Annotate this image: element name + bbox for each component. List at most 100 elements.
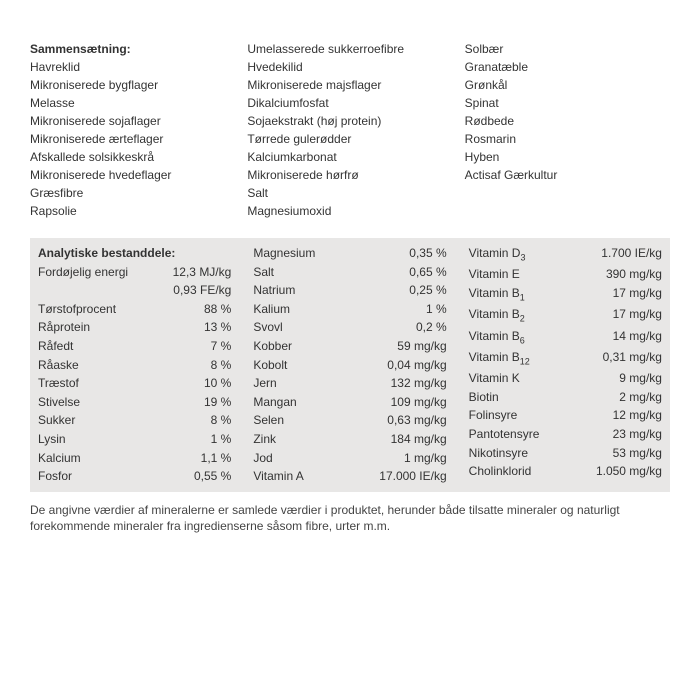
composition-col1: Sammensætning: HavreklidMikroniserede by… [30,40,235,220]
analytic-row: Vitamin B614 mg/kg [469,327,662,348]
analytic-label: Salt [253,263,274,282]
analytic-label: Lysin [38,430,66,449]
analytic-label: Fordøjelig energi [38,263,128,282]
analytic-value: 0,2 % [416,318,447,337]
analytic-row: Nikotinsyre53 mg/kg [469,444,662,463]
analytic-value: 9 mg/kg [619,369,662,388]
analytic-label: Kobber [253,337,292,356]
analytic-value: 13 % [204,318,231,337]
subscript: 1 [520,292,525,302]
analytic-row: Pantotensyre23 mg/kg [469,425,662,444]
subscript: 2 [520,314,525,324]
analytic-value: 109 mg/kg [391,393,447,412]
analytic-value: 23 mg/kg [613,425,662,444]
composition-col2: Umelasserede sukkerroefibreHvedekilidMik… [247,40,452,220]
analytic-label: Råfedt [38,337,73,356]
analytic-label: Sukker [38,411,75,430]
analytic-row: Biotin2 mg/kg [469,388,662,407]
analytic-row: Kobolt0,04 mg/kg [253,356,446,375]
analytic-row: Jod1 mg/kg [253,449,446,468]
composition-item: Grønkål [465,76,670,94]
analytic-row: Selen 0,63 mg/kg [253,411,446,430]
analytic-label: Vitamin B2 [469,305,525,326]
composition-item: Dikalciumfosfat [247,94,452,112]
composition-item: Havreklid [30,58,235,76]
analytic-row: Kalium1 % [253,300,446,319]
analytic-value: 132 mg/kg [391,374,447,393]
composition-item: Rapsolie [30,202,235,220]
analytic-row: Mangan 109 mg/kg [253,393,446,412]
analytic-label: Cholinklorid [469,462,532,481]
subscript: 6 [520,335,525,345]
analytic-label: Zink [253,430,276,449]
analytic-label: Selen [253,411,284,430]
composition-item: Mikroniserede ærteflager [30,130,235,148]
analytic-row: Råfedt7 % [38,337,231,356]
composition-item: Mikroniserede hvedeflager [30,166,235,184]
analytic-value: 0,35 % [409,244,446,263]
analytic-label: Stivelse [38,393,80,412]
analytic-col2: Magnesium0,35 %Salt0,65 %Natrium0,25 %Ka… [253,244,446,486]
analytic-label: Natrium [253,281,295,300]
analytic-label: Vitamin K [469,369,520,388]
composition-item: Tørrede gulerødder [247,130,452,148]
analytic-label: Træstof [38,374,79,393]
analytic-value: 0,63 mg/kg [387,411,446,430]
analytic-value: 0,04 mg/kg [387,356,446,375]
analytic-section: Analytiske bestanddele: Fordøjelig energ… [30,238,670,492]
analytic-value: 88 % [204,300,231,319]
analytic-label: Råaske [38,356,79,375]
composition-item: Spinat [465,94,670,112]
analytic-label: Mangan [253,393,296,412]
analytic-row: Vitamin A17.000 IE/kg [253,467,446,486]
analytic-row: Råaske 8 % [38,356,231,375]
composition-item: Mikroniserede hørfrø [247,166,452,184]
analytic-heading: Analytiske bestanddele: [38,244,231,263]
composition-item: Actisaf Gærkultur [465,166,670,184]
composition-item: Rosmarin [465,130,670,148]
composition-item: Afskallede solsikkeskrå [30,148,235,166]
analytic-value: 59 mg/kg [397,337,446,356]
analytic-value: 17 mg/kg [613,305,662,326]
analytic-row: Fosfor 0,55 % [38,467,231,486]
analytic-value: 2 mg/kg [619,388,662,407]
analytic-row: Natrium 0,25 % [253,281,446,300]
analytic-row: Sukker8 % [38,411,231,430]
analytic-row: Salt0,65 % [253,263,446,282]
composition-item: Umelasserede sukkerroefibre [247,40,452,58]
composition-item: Magnesiumoxid [247,202,452,220]
analytic-value: 0,25 % [409,281,446,300]
analytic-row: Kobber 59 mg/kg [253,337,446,356]
composition-item: Hvedekilid [247,58,452,76]
analytic-value: 0,31 mg/kg [603,348,662,369]
composition-item: Mikroniserede bygflager [30,76,235,94]
analytic-value: 8 % [211,356,232,375]
analytic-label: Jern [253,374,276,393]
analytic-row: Tørstofprocent88 % [38,300,231,319]
analytic-col3: Vitamin D31.700 IE/kgVitamin E390 mg/kgV… [469,244,662,486]
analytic-row: Stivelse 19 % [38,393,231,412]
analytic-row: Vitamin E390 mg/kg [469,265,662,284]
analytic-label: Kalium [253,300,290,319]
analytic-row: Fordøjelig energi 12,3 MJ/kg [38,263,231,282]
analytic-value: 12,3 MJ/kg [173,263,232,282]
analytic-value: 19 % [204,393,231,412]
analytic-label: Vitamin E [469,265,520,284]
composition-item: Hyben [465,148,670,166]
analytic-value: 1.700 IE/kg [601,244,662,265]
subscript: 12 [520,356,530,366]
analytic-row: Magnesium0,35 % [253,244,446,263]
analytic-row: Lysin1 % [38,430,231,449]
analytic-label: Fosfor [38,467,72,486]
analytic-row: Cholinklorid1.050 mg/kg [469,462,662,481]
analytic-row: Jern 132 mg/kg [253,374,446,393]
analytic-row: Træstof 10 % [38,374,231,393]
analytic-row: Kalcium1,1 % [38,449,231,468]
analytic-label: Svovl [253,318,282,337]
analytic-value: 0,55 % [194,467,231,486]
analytic-label: Kalcium [38,449,81,468]
analytic-value: 10 % [204,374,231,393]
analytic-label: Vitamin B6 [469,327,525,348]
composition-item: Solbær [465,40,670,58]
composition-item: Mikroniserede majsflager [247,76,452,94]
